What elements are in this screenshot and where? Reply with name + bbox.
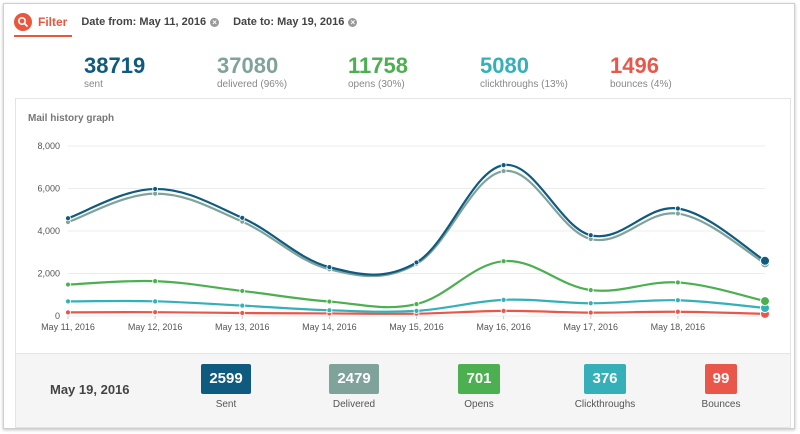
remove-date-from-icon[interactable]: × bbox=[210, 17, 220, 27]
x-tick-label: May 18, 2016 bbox=[651, 322, 706, 332]
summary-value: 99 bbox=[704, 364, 738, 394]
x-tick-label: May 17, 2016 bbox=[563, 322, 618, 332]
x-tick-label: May 14, 2016 bbox=[302, 322, 357, 332]
data-point-sent bbox=[326, 264, 333, 271]
x-tick-label: May 11, 2016 bbox=[41, 322, 95, 332]
stat-label: sent bbox=[84, 79, 103, 90]
data-point-sent bbox=[760, 255, 770, 266]
data-point-clickthroughs bbox=[587, 300, 594, 307]
series-line-delivered bbox=[67, 169, 766, 278]
stat-opens: 11758 opens (30%) bbox=[348, 54, 408, 91]
data-point-bounces bbox=[674, 308, 681, 315]
data-point-opens bbox=[413, 301, 420, 308]
mail-history-chart: 0 2,000 4,000 6,000 8,000 May 11, 2016 May 12,… bbox=[37, 141, 770, 332]
stat-value: 1496 bbox=[610, 53, 659, 78]
date-from-chip[interactable]: Date from: May 11, 2016 × bbox=[81, 16, 220, 28]
day-summary: May 19, 2016 2599 Sent 2479 Delivered 70… bbox=[15, 354, 791, 428]
summary-label: Delivered bbox=[332, 399, 376, 410]
data-point-bounces bbox=[500, 307, 507, 314]
filter-bar: Filter Date from: May 11, 2016 × Date to… bbox=[14, 10, 358, 34]
data-point-sent bbox=[587, 232, 594, 239]
filter-underline bbox=[14, 35, 72, 37]
data-point-opens bbox=[152, 278, 159, 285]
data-point-sent bbox=[239, 214, 246, 221]
stat-sent: 38719 sent bbox=[84, 54, 145, 91]
stat-bounces: 1496 bounces (4%) bbox=[610, 54, 672, 91]
stat-clickthroughs: 5080 clickthroughs (13%) bbox=[480, 54, 568, 91]
data-point-bounces bbox=[587, 309, 594, 316]
stat-value: 11758 bbox=[348, 53, 408, 78]
data-point-bounces bbox=[152, 309, 159, 316]
data-point-opens bbox=[674, 279, 681, 286]
stat-value: 37080 bbox=[217, 53, 279, 78]
summary-bounces: 99 Bounces bbox=[666, 364, 776, 410]
data-point-clickthroughs bbox=[65, 298, 71, 305]
summary-opens: 701 Opens bbox=[424, 364, 534, 410]
summary-value: 701 bbox=[458, 364, 500, 394]
stats-row: 38719 sent 37080 delivered (96%) 11758 o… bbox=[4, 42, 794, 98]
summary-label: Clickthroughs bbox=[574, 399, 636, 410]
stat-label: opens (30%) bbox=[348, 79, 405, 90]
data-point-opens bbox=[500, 258, 507, 265]
y-tick-label: 2,000 bbox=[37, 269, 60, 279]
data-point-opens bbox=[326, 298, 333, 305]
data-point-bounces bbox=[65, 309, 71, 316]
data-point-opens bbox=[65, 281, 71, 288]
dashboard-frame: Filter Date from: May 11, 2016 × Date to… bbox=[3, 3, 795, 429]
data-point-sent bbox=[413, 259, 420, 266]
filter-button[interactable]: Filter bbox=[38, 15, 68, 29]
data-point-sent bbox=[674, 205, 681, 212]
summary-clickthroughs: 376 Clickthroughs bbox=[550, 364, 660, 410]
summary-sent: 2599 Sent bbox=[171, 364, 281, 410]
graph-title: Mail history graph bbox=[28, 113, 115, 124]
stat-delivered: 37080 delivered (96%) bbox=[217, 54, 287, 91]
data-point-opens bbox=[760, 296, 770, 307]
data-point-opens bbox=[587, 287, 594, 293]
stat-label: delivered (96%) bbox=[217, 79, 288, 90]
date-to-chip[interactable]: Date to: May 19, 2016 × bbox=[233, 16, 358, 28]
summary-value: 376 bbox=[584, 364, 626, 394]
data-point-clickthroughs bbox=[152, 298, 159, 305]
data-point-clickthroughs bbox=[326, 307, 333, 314]
remove-date-to-icon[interactable]: × bbox=[348, 17, 358, 27]
y-tick-label: 6,000 bbox=[37, 184, 60, 194]
summary-value: 2599 bbox=[201, 364, 251, 394]
data-point-clickthroughs bbox=[500, 296, 507, 303]
data-point-delivered bbox=[674, 210, 681, 217]
date-from-label: Date from: May 11, 2016 bbox=[81, 16, 207, 28]
y-tick-label: 0 bbox=[55, 311, 60, 321]
stat-label: clickthroughs (13%) bbox=[480, 79, 568, 90]
data-point-clickthroughs bbox=[674, 297, 681, 304]
date-to-label: Date to: May 19, 2016 bbox=[233, 16, 345, 28]
stat-value: 38719 bbox=[84, 53, 146, 78]
summary-label: Sent bbox=[215, 399, 237, 410]
summary-date: May 19, 2016 bbox=[50, 382, 130, 397]
data-point-sent bbox=[500, 162, 507, 169]
stat-label: bounces (4%) bbox=[610, 79, 672, 90]
y-tick-label: 8,000 bbox=[37, 141, 60, 151]
data-point-opens bbox=[239, 288, 246, 294]
series-line-sent bbox=[67, 164, 766, 276]
summary-value: 2479 bbox=[329, 364, 379, 394]
stat-value: 5080 bbox=[480, 53, 529, 78]
summary-label: Opens bbox=[464, 399, 494, 410]
graph-panel: Mail history graph 0 2,000 4,000 6,000 8,000… bbox=[15, 98, 791, 354]
data-point-clickthroughs bbox=[239, 302, 246, 309]
data-point-bounces bbox=[239, 310, 246, 316]
data-point-sent bbox=[152, 186, 159, 192]
x-tick-label: May 16, 2016 bbox=[476, 322, 531, 332]
y-tick-label: 4,000 bbox=[37, 226, 60, 236]
data-point-delivered bbox=[152, 190, 159, 197]
x-tick-label: May 13, 2016 bbox=[215, 322, 270, 332]
summary-label: Bounces bbox=[701, 399, 741, 410]
summary-delivered: 2479 Delivered bbox=[299, 364, 409, 410]
data-point-sent bbox=[65, 215, 71, 222]
search-icon[interactable] bbox=[14, 13, 32, 31]
x-tick-label: May 12, 2016 bbox=[128, 322, 183, 332]
x-tick-label: May 15, 2016 bbox=[389, 322, 444, 332]
data-point-clickthroughs bbox=[413, 307, 420, 314]
data-point-delivered bbox=[500, 168, 507, 174]
